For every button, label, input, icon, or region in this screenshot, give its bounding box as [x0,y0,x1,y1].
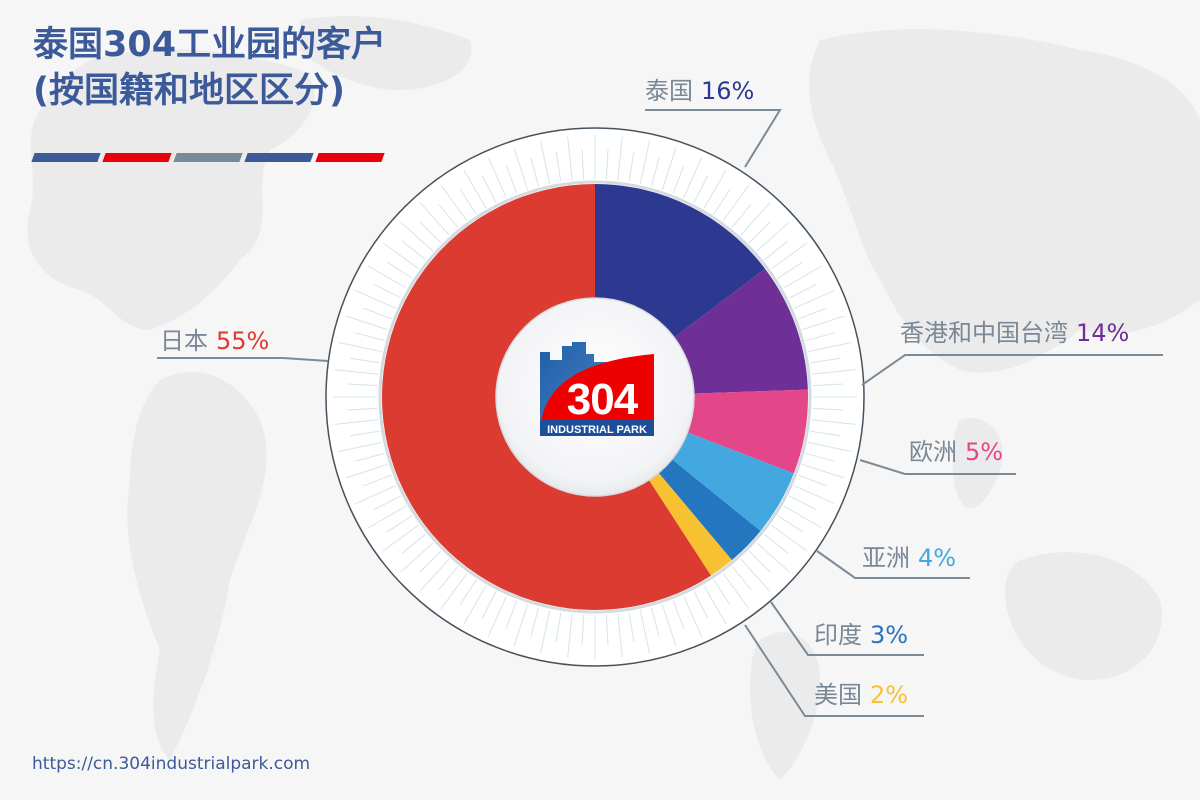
label-pct: 14% [1076,319,1130,347]
ring-ticks [333,135,857,659]
label-japan: 日本 55% [160,326,269,356]
label-asia: 亚洲 4% [862,543,956,573]
label-pct: 2% [870,681,909,709]
label-name: 美国 [814,681,862,709]
label-name: 印度 [814,621,862,649]
label-pct: 55% [216,327,270,355]
chart-title-line2: (按国籍和地区区分) [33,71,345,111]
label-pct: 3% [870,621,909,649]
industrial-park-logo: 304 INDUSTRIAL PARK [540,342,654,436]
label-name: 泰国 [645,77,693,105]
label-usa: 美国 2% [814,680,908,710]
label-europe: 欧洲 5% [909,437,1003,467]
chart-title-line1: 泰国304工业园的客户 [33,25,387,65]
source-url[interactable]: https://cn.304industrialpark.com [32,754,311,774]
label-name: 日本 [160,327,208,355]
label-pct: 4% [918,544,957,572]
label-india: 印度 3% [814,620,908,650]
logo-number: 304 [567,375,639,424]
label-pct: 16% [701,77,755,105]
label-hk-taiwan: 香港和中国台湾 14% [900,318,1129,348]
chart-title: 泰国304工业园的客户 (按国籍和地区区分) [33,22,386,114]
logo-subtitle: INDUSTRIAL PARK [547,424,647,436]
label-name: 欧洲 [909,438,957,466]
leader-lines [157,109,1163,717]
label-name: 香港和中国台湾 [900,319,1068,347]
label-thailand: 泰国 16% [645,76,754,106]
label-pct: 5% [965,438,1004,466]
label-name: 亚洲 [862,544,910,572]
